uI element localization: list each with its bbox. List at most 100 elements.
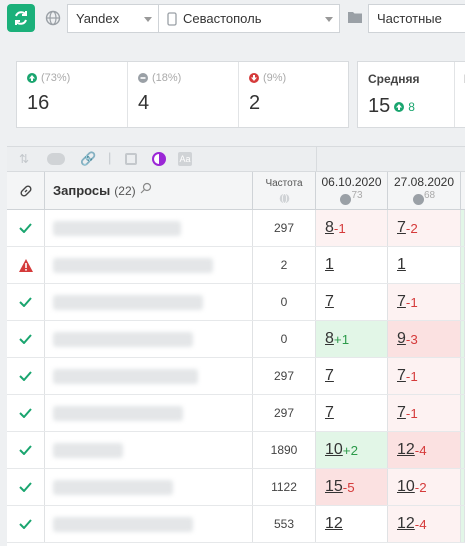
arrow-up-icon (394, 101, 405, 112)
date-label: 27.08.2020 (393, 175, 455, 189)
query-cell[interactable] (45, 506, 253, 542)
position-delta: -1 (333, 220, 346, 236)
position-delta: -5 (342, 479, 355, 495)
position-cell[interactable]: 7 (316, 358, 388, 394)
status-cell (7, 358, 45, 394)
position-cell[interactable]: 7 (316, 395, 388, 431)
queries-label: Запросы (53, 183, 111, 198)
freq-label: Частота (265, 178, 303, 189)
position-value[interactable]: 7 (325, 367, 334, 384)
table-row: 0 8 +1 9 -3 (7, 321, 465, 358)
position-cell[interactable]: 12 (316, 506, 388, 542)
sort-icon[interactable]: ⇅ (19, 152, 30, 166)
position-value[interactable]: 12 (325, 515, 343, 532)
query-cell[interactable] (45, 210, 253, 246)
search-icon[interactable] (140, 182, 152, 194)
toggle-icon[interactable] (47, 153, 65, 165)
average-card: Средняя 15 8 Вы 2 (357, 61, 465, 128)
position-cell[interactable]: 15 -5 (316, 469, 388, 505)
position-cell[interactable]: 8 -1 (316, 210, 388, 246)
link-icon[interactable]: 🔗 (80, 151, 97, 166)
position-delta: -2 (414, 479, 427, 495)
freq-value: 2 (280, 258, 288, 272)
check-icon (19, 371, 32, 381)
position-cell[interactable]: 12 -4 (388, 432, 461, 468)
position-cell[interactable]: 7 -2 (388, 210, 461, 246)
summary-down-value: 2 (249, 92, 261, 114)
position-cell[interactable]: 10 +2 (316, 432, 388, 468)
status-cell (7, 247, 45, 283)
position-cell[interactable]: 1 (316, 247, 388, 283)
percent-icon (340, 193, 352, 205)
next-column-edge (461, 432, 465, 468)
position-value[interactable]: 7 (397, 404, 406, 421)
font-icon[interactable]: Aa (178, 152, 192, 166)
freq-value: 297 (273, 369, 295, 383)
position-value[interactable]: 1 (397, 256, 406, 273)
region-select[interactable]: Севастополь (158, 4, 340, 33)
freq-value: 297 (273, 406, 295, 420)
position-delta: -2 (405, 220, 418, 236)
position-cell[interactable]: 8 +1 (316, 321, 388, 357)
freq-column-header[interactable]: Частота (253, 172, 316, 210)
position-value[interactable]: 7 (325, 404, 334, 421)
position-value[interactable]: 8 (325, 219, 334, 236)
position-value[interactable]: 7 (397, 293, 406, 310)
position-cell[interactable]: 7 -1 (388, 284, 461, 320)
link-column-header[interactable] (7, 172, 45, 210)
position-value[interactable]: 9 (397, 330, 406, 347)
query-cell[interactable] (45, 284, 253, 320)
position-value[interactable]: 7 (397, 219, 406, 236)
engine-select[interactable]: Yandex (67, 4, 159, 33)
position-value[interactable]: 10 (397, 478, 415, 495)
status-cell (7, 284, 45, 320)
position-value[interactable]: 8 (325, 330, 334, 347)
position-cell[interactable]: 7 -1 (388, 395, 461, 431)
query-cell[interactable] (45, 321, 253, 357)
query-cell[interactable] (45, 432, 253, 468)
position-value[interactable]: 7 (325, 293, 334, 310)
next-column-edge (461, 321, 465, 357)
query-cell[interactable] (45, 358, 253, 394)
engine-value: Yandex (76, 11, 120, 26)
position-value[interactable]: 12 (397, 441, 415, 458)
queries-count: (22) (114, 183, 136, 198)
average-delta: 8 (408, 99, 415, 114)
position-value[interactable]: 12 (397, 515, 415, 532)
check-icon (19, 519, 32, 529)
position-cell[interactable]: 10 -2 (388, 469, 461, 505)
queries-column-header[interactable]: Запросы (22) (45, 172, 253, 210)
position-cell[interactable]: 7 -1 (388, 358, 461, 394)
globe-icon (279, 193, 289, 204)
calendar-icon[interactable] (125, 153, 137, 165)
position-value[interactable]: 10 (325, 441, 343, 458)
folder-icon (348, 12, 362, 23)
query-cell[interactable] (45, 395, 253, 431)
table-row: 297 8 -1 7 -2 (7, 210, 465, 247)
freq-cell: 297 (253, 395, 316, 431)
redacted-query (53, 442, 123, 458)
sort-select[interactable]: Частотные (368, 4, 465, 33)
freq-cell: 2 (253, 247, 316, 283)
contrast-icon[interactable] (152, 152, 166, 166)
query-cell[interactable] (45, 469, 253, 505)
position-delta: -1 (405, 368, 418, 384)
position-value[interactable]: 15 (325, 478, 343, 495)
date-column-header-2[interactable]: 27.08.2020 68 (388, 172, 461, 210)
summary-same: (18%) 4 (128, 62, 239, 127)
position-value[interactable]: 7 (397, 367, 406, 384)
position-cell[interactable]: 9 -3 (388, 321, 461, 357)
position-cell[interactable]: 1 (388, 247, 461, 283)
freq-value: 553 (273, 517, 295, 531)
position-value[interactable]: 1 (325, 256, 334, 273)
position-cell[interactable]: 7 (316, 284, 388, 320)
date-column-header-1[interactable]: 06.10.2020 73 (316, 172, 388, 210)
query-cell[interactable] (45, 247, 253, 283)
date-label: 06.10.2020 (321, 175, 382, 189)
table-row: 1122 15 -5 10 -2 (7, 469, 465, 506)
refresh-button[interactable] (7, 4, 35, 32)
refresh-icon (15, 11, 27, 25)
position-cell[interactable]: 12 -4 (388, 506, 461, 542)
redacted-query (53, 220, 181, 236)
freq-value: 1890 (270, 443, 298, 457)
